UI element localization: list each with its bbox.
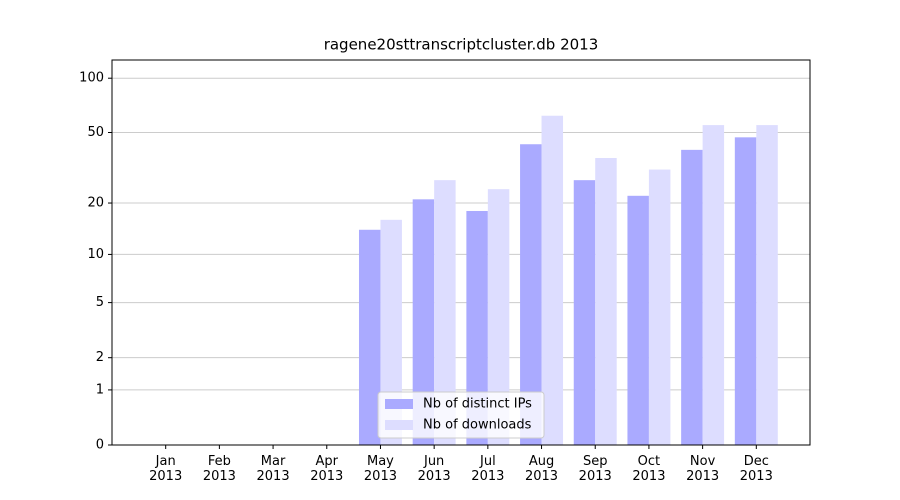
x-tick-label: Aug 2013	[524, 454, 559, 484]
x-tick-label: Nov 2013	[686, 454, 720, 484]
bar	[487, 189, 510, 445]
x-tick-label: Apr 2013	[310, 454, 344, 484]
y-tick-label: 100	[79, 71, 104, 86]
plot-frame	[111, 59, 811, 446]
bar	[466, 210, 488, 445]
legend-label: Nb of downloads	[423, 418, 532, 433]
x-tick-label: Sep 2013	[578, 454, 612, 484]
y-tick-label: 2	[96, 350, 104, 365]
bar	[648, 169, 671, 445]
y-tick-label: 1	[96, 382, 104, 397]
bar	[520, 144, 542, 445]
x-tick-label: Jan 2013	[149, 454, 183, 484]
bar	[358, 229, 381, 445]
bar	[681, 149, 703, 445]
y-tick-label: 10	[87, 247, 104, 262]
x-tick-label: May 2013	[363, 454, 397, 484]
y-tick-label: 50	[87, 125, 104, 140]
x-tick-label: Feb 2013	[202, 454, 236, 484]
bar	[541, 115, 564, 445]
x-tick-label: Mar 2013	[256, 454, 290, 484]
legend-swatch	[385, 399, 413, 409]
bar	[380, 219, 402, 445]
x-tick-label: Jul 2013	[471, 454, 505, 484]
bar	[756, 125, 778, 445]
legend-box	[377, 391, 545, 439]
x-tick-label: Oct 2013	[632, 454, 666, 484]
bar	[434, 180, 456, 445]
x-tick-label: Dec 2013	[739, 454, 773, 484]
bar	[702, 125, 725, 445]
x-tick-label: Jun 2013	[417, 454, 451, 484]
bar	[412, 199, 435, 445]
bar	[734, 137, 757, 446]
bar	[595, 158, 617, 445]
chart-title: ragene20sttranscriptcluster.db 2013	[324, 36, 599, 54]
bar	[627, 195, 649, 445]
y-tick-label: 20	[87, 196, 104, 211]
y-tick-label: 5	[96, 295, 104, 310]
y-tick-label: 0	[96, 438, 104, 453]
bar	[573, 180, 596, 445]
legend-swatch	[385, 420, 413, 430]
legend-label: Nb of distinct IPs	[423, 397, 532, 412]
